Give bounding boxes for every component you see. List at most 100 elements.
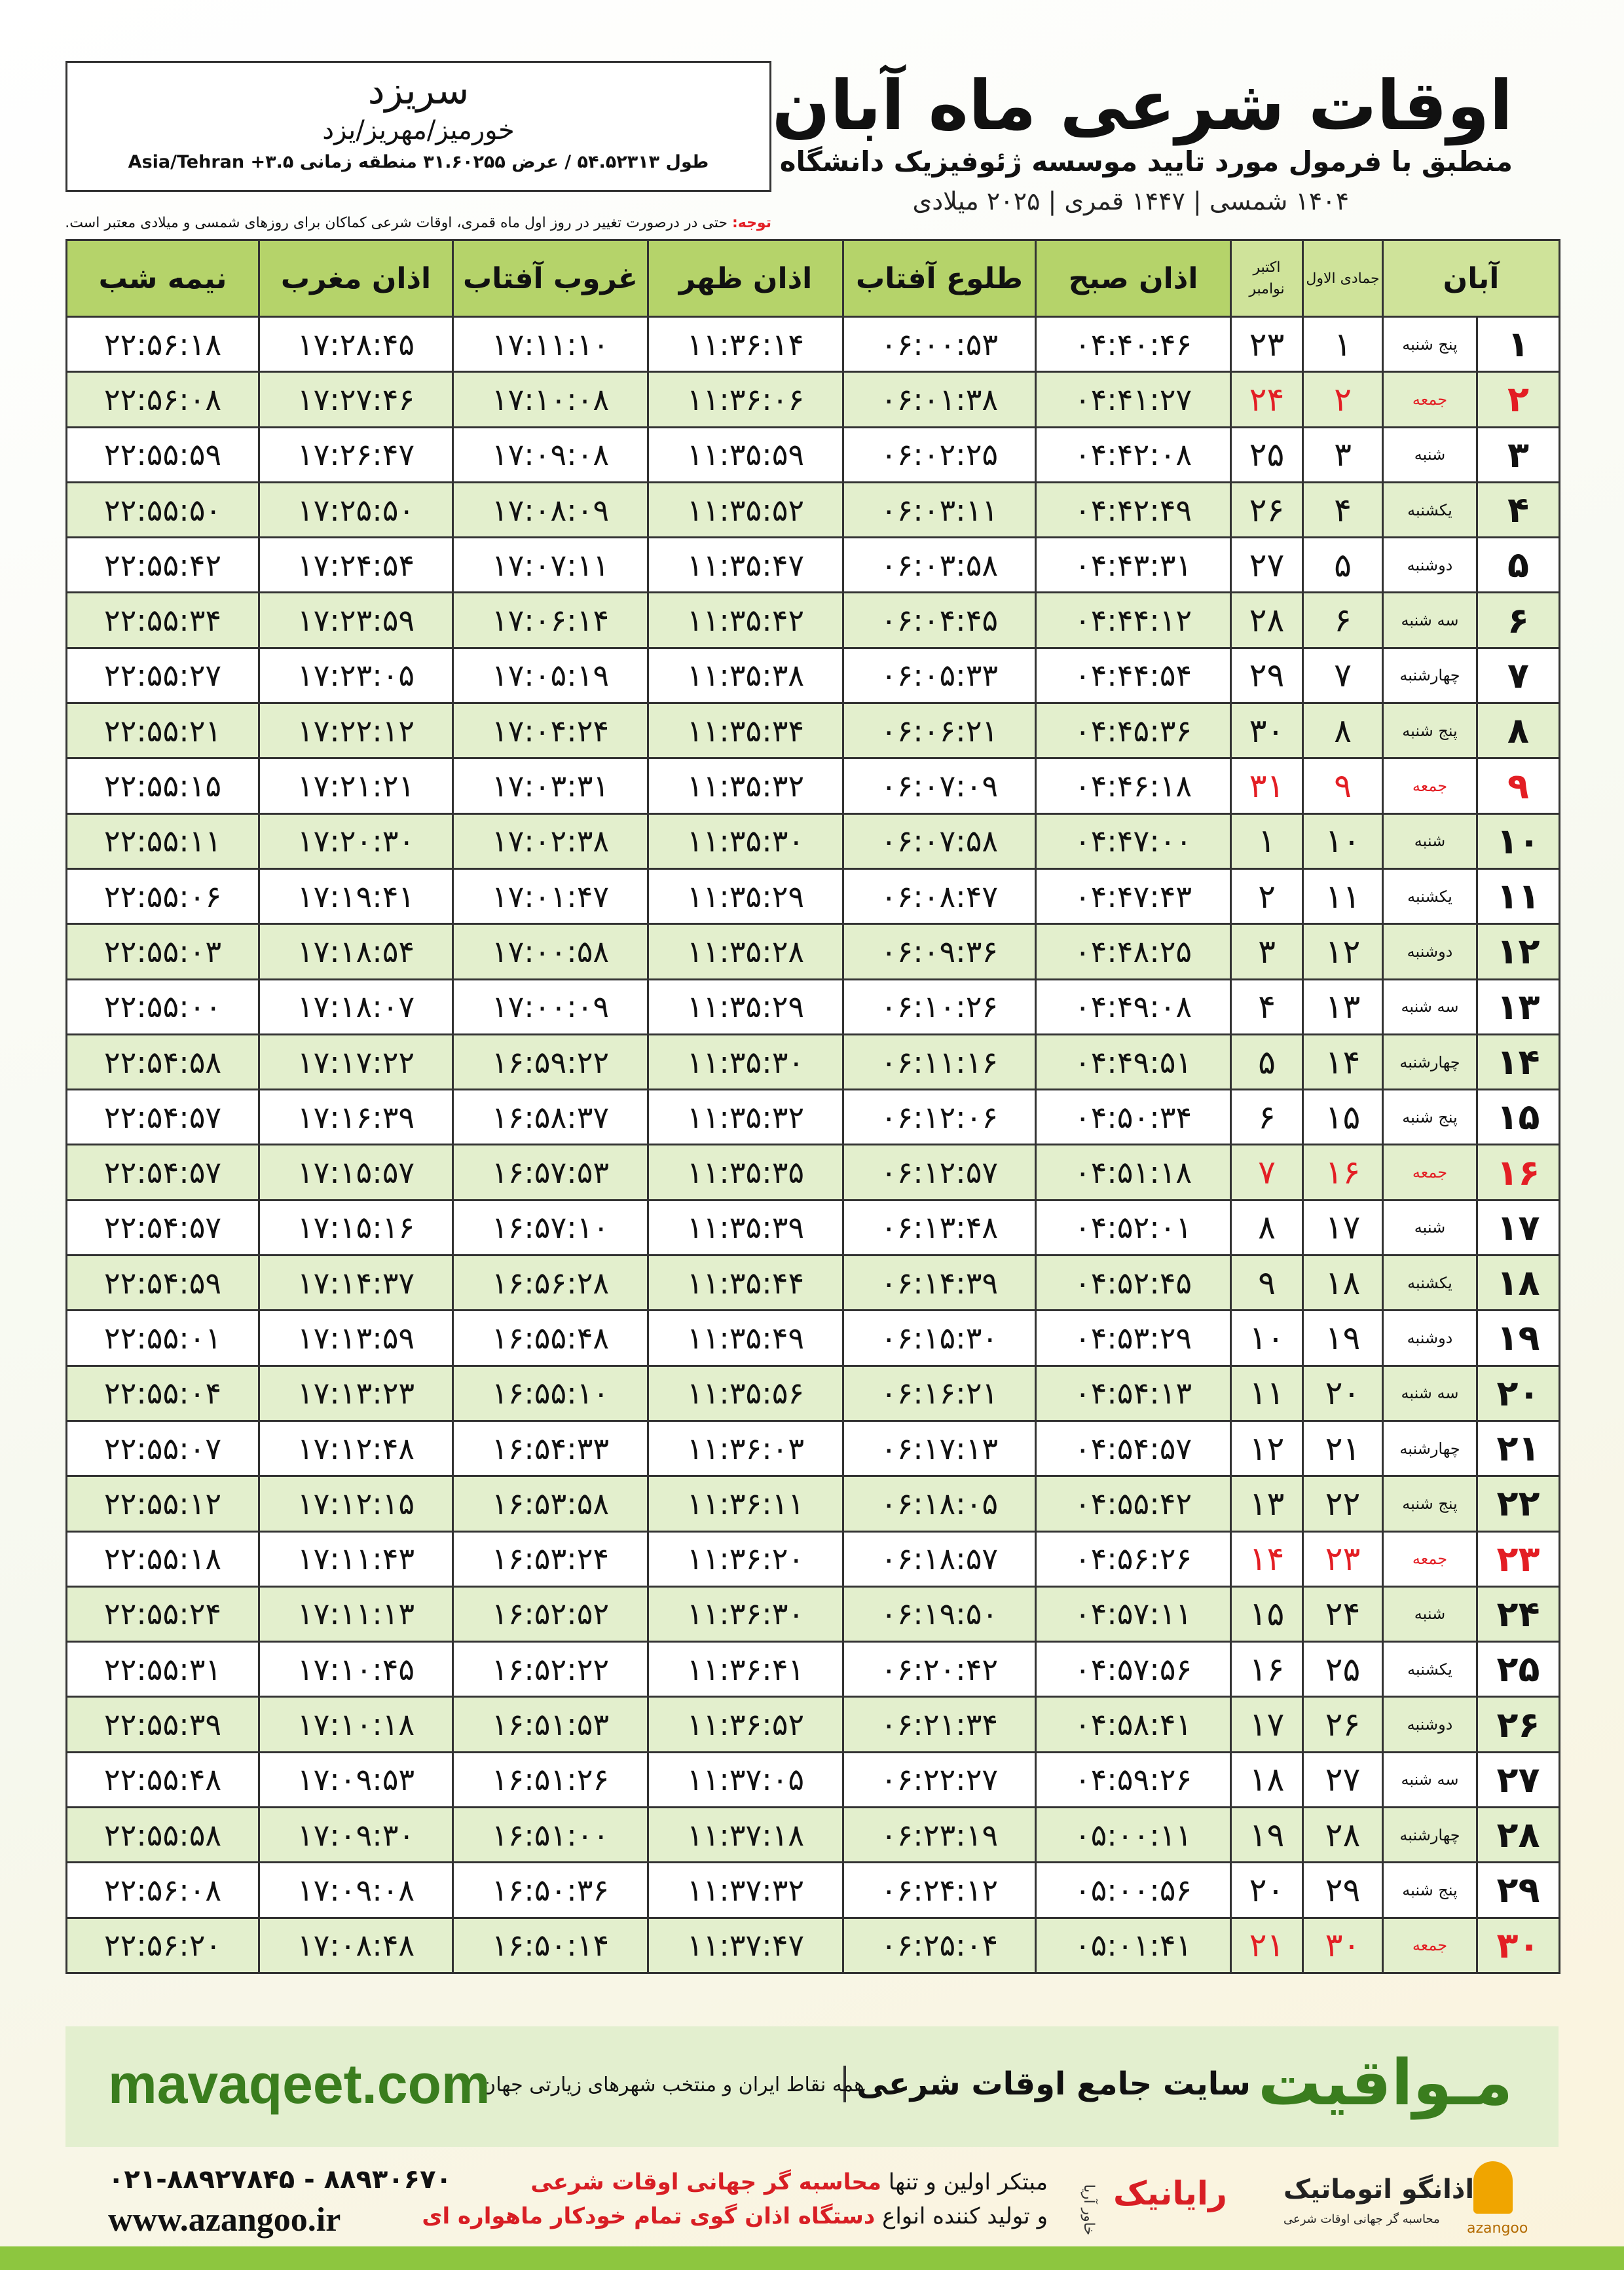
table-cell: ۱۷:۱۱:۴۳ [258, 1530, 454, 1588]
table-cell: ۲۷ [1476, 1751, 1560, 1809]
table-cell: ۰۶:۰۰:۵۳ [842, 315, 1037, 373]
region: خورمیز/مهریز/یزد [322, 115, 515, 145]
table-cell: ۰۴:۵۳:۲۹ [1035, 1309, 1232, 1367]
table-cell: ۳ [1476, 426, 1560, 483]
table-cell: پنج شنبه [1382, 315, 1478, 373]
table-cell: ۱۶:۵۲:۲۲ [452, 1641, 649, 1698]
banner: مـواقیت سایت جامع اوقات شرعی همه نقاط ای… [65, 2026, 1559, 2147]
table-row: ۲ جمعه ۲ ۲۴ ۰۴:۴۱:۲۷ ۰۶:۰۱:۳۸ ۱۱:۳۶:۰۶ ۱۷:۱۰:۰۸… [65, 371, 1560, 428]
table-cell: ۰۴:۴۰:۴۶ [1035, 315, 1232, 373]
table-cell: ۰۶:۰۱:۳۸ [842, 371, 1037, 428]
table-cell: ۱۱:۳۶:۴۱ [647, 1641, 844, 1698]
table-cell: ۲۲:۵۵:۵۹ [65, 426, 260, 483]
table-cell: ۰۴:۴۱:۲۷ [1035, 371, 1232, 428]
table-cell: ۱۶ [1476, 1144, 1560, 1201]
table-cell: ۲۲:۵۴:۵۸ [65, 1033, 260, 1091]
table-row: ۱۶ جمعه ۱۶ ۷ ۰۴:۵۱:۱۸ ۰۶:۱۲:۵۷ ۱۱:۳۵:۳۵ ۱۶:۵۷:۵… [65, 1144, 1560, 1201]
table-cell: ۰۶:۰۳:۱۱ [842, 481, 1037, 539]
table-cell: ۱۶:۵۱:۵۳ [452, 1696, 649, 1753]
table-row: ۱ پنج شنبه ۱ ۲۳ ۰۴:۴۰:۴۶ ۰۶:۰۰:۵۳ ۱۱:۳۶:۱۴ ۱۷:۱… [65, 315, 1560, 373]
city: سریزد [367, 68, 470, 113]
table-cell: یکشنبه [1382, 1254, 1478, 1312]
table-cell: ۰۴:۴۹:۰۸ [1035, 978, 1232, 1035]
table-cell: ۶ [1476, 591, 1560, 649]
table-cell: ۰۴:۴۳:۳۱ [1035, 536, 1232, 594]
table-cell: ۱۶:۵۶:۲۸ [452, 1254, 649, 1312]
table-cell: ۱۶:۵۸:۳۷ [452, 1088, 649, 1146]
table-cell: ۱۱:۳۵:۲۹ [647, 978, 844, 1035]
table-cell: ۰۴:۵۶:۲۶ [1035, 1530, 1232, 1588]
table-cell: ۱۷:۲۲:۱۲ [258, 702, 454, 760]
table-cell: ۹ [1476, 757, 1560, 815]
table-cell: ۲۲:۵۵:۳۱ [65, 1641, 260, 1698]
table-cell: ۱۷:۲۶:۴۷ [258, 426, 454, 483]
table-row: ۳ شنبه ۳ ۲۵ ۰۴:۴۲:۰۸ ۰۶:۰۲:۲۵ ۱۱:۳۵:۵۹ ۱۷:۰۹:۰۸… [65, 426, 1560, 483]
table-cell: ۱۱ [1476, 867, 1560, 925]
table-cell: ۱۶ [1230, 1641, 1304, 1698]
table-cell: ۱۱:۳۵:۴۷ [647, 536, 844, 594]
table-cell: ۲۲:۵۴:۵۷ [65, 1199, 260, 1257]
table-cell: ۰۵:۰۰:۱۱ [1035, 1806, 1232, 1864]
table-cell: ۱۷:۱۳:۲۳ [258, 1364, 454, 1422]
table-cell: ۲۸ [1476, 1806, 1560, 1864]
table-cell: ۱۱:۳۵:۳۲ [647, 1088, 844, 1146]
table-cell: ۲۱ [1476, 1419, 1560, 1478]
table-cell: ۱۶:۵۴:۳۳ [452, 1419, 649, 1478]
table-cell: ۱۳ [1302, 978, 1384, 1035]
table-row: ۷ چهارشنبه ۷ ۲۹ ۰۴:۴۴:۵۴ ۰۶:۰۵:۳۳ ۱۱:۳۵:۳۸ ۱۷:۰… [65, 646, 1560, 705]
table-cell: ۱۱:۳۷:۳۲ [647, 1861, 844, 1919]
table-row: ۲۱ چهارشنبه ۲۱ ۱۲ ۰۴:۵۴:۵۷ ۰۶:۱۷:۱۳ ۱۱:۳۶:۰۳ ۱۶… [65, 1419, 1560, 1478]
table-cell: ۴ [1476, 481, 1560, 539]
table-cell: ۱۹ [1302, 1309, 1384, 1367]
table-cell: ۱۷:۱۰:۰۸ [452, 371, 649, 428]
table-cell: ۱۳ [1476, 978, 1560, 1035]
table-cell: ۳۰ [1230, 702, 1304, 760]
footer-text: و تولید کننده انواع [882, 2203, 1048, 2229]
table-cell: ۰۶:۱۴:۳۹ [842, 1254, 1037, 1312]
table-cell: ۳۰ [1302, 1916, 1384, 1974]
table-cell: ۲۲:۵۵:۲۴ [65, 1585, 260, 1643]
table-row: ۱۲ دوشنبه ۱۲ ۳ ۰۴:۴۸:۲۵ ۰۶:۰۹:۳۶ ۱۱:۳۵:۲۸ ۱۷:۰۰… [65, 923, 1560, 980]
header-cell: نیمه شب [65, 239, 260, 318]
table-cell: ۱۷:۱۷:۲۲ [258, 1033, 454, 1091]
table-cell: ۲۲:۵۵:۰۱ [65, 1309, 260, 1367]
table-cell: ۲۰ [1476, 1364, 1560, 1422]
table-cell: ۰۶:۱۲:۵۷ [842, 1144, 1037, 1201]
table-cell: ۲۴ [1476, 1585, 1560, 1643]
table-cell: ۱۴ [1476, 1033, 1560, 1091]
table-cell: ۰۴:۵۲:۴۵ [1035, 1254, 1232, 1312]
table-cell: چهارشنبه [1382, 1033, 1478, 1091]
location-box: سریزد خورمیز/مهریز/یزد طول ۵۴.۵۲۳۱۳ / عر… [65, 61, 771, 192]
table-cell: ۰۶:۱۰:۲۶ [842, 978, 1037, 1035]
table-cell: ۱۴ [1230, 1530, 1304, 1588]
table-cell: ۰۶:۱۷:۱۳ [842, 1419, 1037, 1478]
table-cell: شنبه [1382, 426, 1478, 483]
table-cell: ۱۱ [1230, 1364, 1304, 1422]
table-cell: ۰۶:۲۴:۱۲ [842, 1861, 1037, 1919]
table-cell: ۲۲:۵۵:۳۴ [65, 591, 260, 649]
footer-highlight: محاسبه گر جهانی اوقات شرعی [530, 2169, 881, 2195]
table-cell: ۲۲:۵۴:۵۹ [65, 1254, 260, 1312]
table-cell: ۰۴:۵۲:۰۱ [1035, 1199, 1232, 1257]
table-cell: ۰۴:۵۱:۱۸ [1035, 1144, 1232, 1201]
table-cell: ۲۹ [1476, 1861, 1560, 1919]
table-cell: ۰۴:۴۸:۲۵ [1035, 923, 1232, 980]
header-cell: اکتبر نوامبر [1230, 239, 1304, 318]
table-cell: ۱۵ [1302, 1088, 1384, 1146]
table-cell: ۲۳ [1302, 1530, 1384, 1588]
table-cell: ۱۷:۲۷:۴۶ [258, 371, 454, 428]
table-cell: ۱۷:۱۲:۱۵ [258, 1475, 454, 1533]
table-cell: ۲۲:۵۵:۴۲ [65, 536, 260, 594]
table-cell: ۲۲:۵۶:۰۸ [65, 1861, 260, 1919]
table-cell: ۱۱:۳۶:۰۳ [647, 1419, 844, 1478]
table-cell: ۲۲:۵۶:۰۸ [65, 371, 260, 428]
table-cell: ۰۶:۲۵:۰۴ [842, 1916, 1037, 1974]
table-cell: ۰۶:۲۰:۴۲ [842, 1641, 1037, 1698]
table-cell: ۲۹ [1302, 1861, 1384, 1919]
table-cell: ۸ [1230, 1199, 1304, 1257]
subtitle: منطبق با فرمول مورد تایید موسسه ژئوفیزیک… [692, 145, 1513, 177]
table-cell: ۸ [1476, 702, 1560, 760]
table-cell: ۱۱:۳۵:۳۰ [647, 812, 844, 870]
table-cell: ۱۷:۲۳:۰۵ [258, 646, 454, 705]
table-cell: یکشنبه [1382, 1641, 1478, 1698]
